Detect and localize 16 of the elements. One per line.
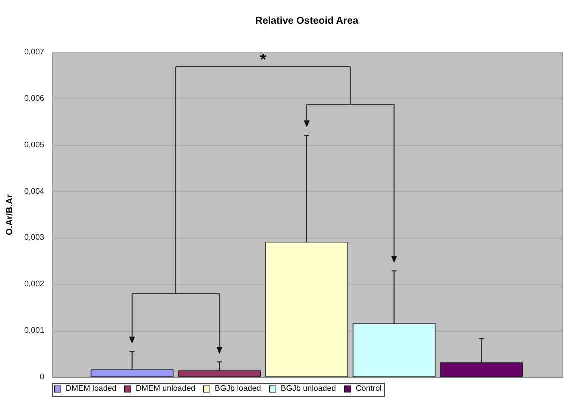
y-tick-label: 0,004 (24, 186, 46, 196)
annotation: * (260, 52, 268, 69)
y-tick-label: 0 (40, 372, 46, 382)
legend-label: Control (356, 384, 382, 394)
chart-title: Relative Osteoid Area (255, 16, 359, 27)
y-tick-label: 0,002 (24, 280, 46, 289)
legend-label: BGJb loaded (215, 384, 262, 394)
legend-label: DMEM loaded (66, 384, 117, 394)
y-tick-label: 0,001 (24, 326, 46, 336)
y-axis-title: O.Ar/B.Ar (4, 194, 14, 236)
y-tick-label: 0,003 (24, 233, 46, 242)
legend-label: DMEM unloaded (136, 384, 196, 394)
y-tick-label: 0,006 (24, 94, 46, 103)
legend-label: BGJb unloaded (281, 384, 336, 394)
y-tick-label: 0,005 (24, 140, 46, 150)
y-tick-label: 0,007 (24, 48, 46, 56)
